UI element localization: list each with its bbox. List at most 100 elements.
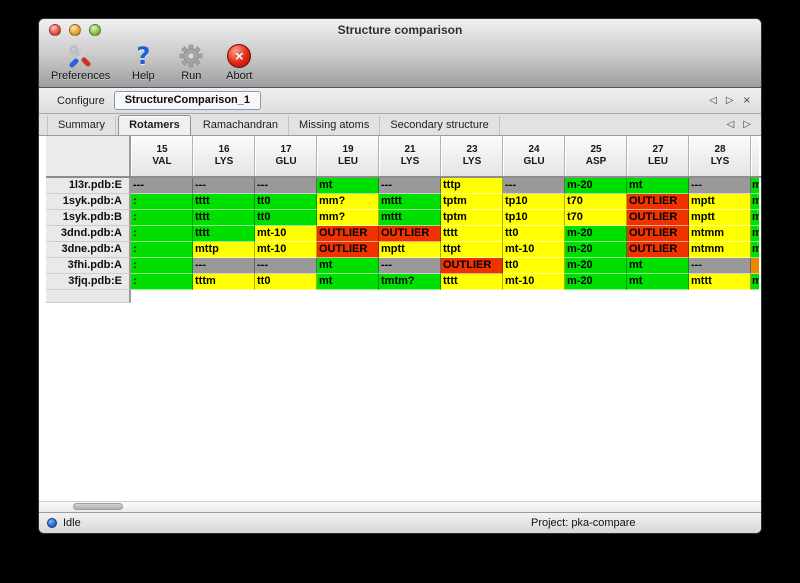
rotamer-cell[interactable]: m-20 [565,258,627,274]
rotamer-cell[interactable]: : [131,194,193,210]
zoom-window-button[interactable] [89,24,101,36]
rotamer-cell[interactable]: --- [689,178,751,194]
rotamer-cell[interactable]: mt [627,258,689,274]
rotamer-cell[interactable]: mm? [317,210,379,226]
rotamer-cell[interactable]: tp10 [503,210,565,226]
config-prev-icon[interactable]: ◁ [709,95,717,106]
rotamer-cell[interactable]: tt0 [255,210,317,226]
column-header[interactable]: 24 GLU [503,136,565,176]
rotamer-cell[interactable]: --- [379,258,441,274]
run-button[interactable]: Run [176,42,206,82]
rotamer-cell[interactable]: --- [255,178,317,194]
rotamer-cell-partial[interactable]: m [751,274,759,290]
rotamer-cell[interactable]: tptm [441,210,503,226]
column-header[interactable]: 15 VAL [131,136,193,176]
tab-rotamers[interactable]: Rotamers [118,115,191,135]
rotamer-cell[interactable]: mt [627,178,689,194]
rotamer-cell[interactable]: mt-10 [503,274,565,290]
scrollbar-thumb[interactable] [73,503,123,510]
rotamer-cell[interactable]: mtmm [689,226,751,242]
rotamer-cell[interactable]: OUTLIER [627,226,689,242]
rotamer-cell[interactable]: m-20 [565,274,627,290]
minimize-window-button[interactable] [69,24,81,36]
preferences-button[interactable]: Preferences [51,42,110,82]
rotamer-cell[interactable]: : [131,226,193,242]
rotamer-cell[interactable]: mptt [689,210,751,226]
rotamer-cell[interactable]: OUTLIER [627,242,689,258]
rotamer-cell-partial[interactable]: m [751,194,759,210]
row-label[interactable]: 3fjq.pdb:E [46,274,131,290]
rotamer-cell[interactable]: --- [379,178,441,194]
config-close-icon[interactable]: × [742,95,751,106]
rotamer-cell[interactable]: tt0 [255,274,317,290]
tabs-prev-icon[interactable]: ◁ [726,119,735,130]
rotamer-cell[interactable]: tptm [441,194,503,210]
column-header[interactable]: 25 ASP [565,136,627,176]
help-button[interactable]: ? Help [128,42,158,82]
rotamer-cell[interactable]: --- [689,258,751,274]
rotamer-cell[interactable]: mttp [193,242,255,258]
rotamer-cell-partial[interactable]: m [751,226,759,242]
rotamer-cell[interactable]: mt [317,178,379,194]
rotamer-cell[interactable]: --- [255,258,317,274]
rotamer-cell[interactable]: mt [317,274,379,290]
rotamer-cell[interactable]: mt-10 [255,242,317,258]
rotamer-cell[interactable]: ttpt [441,242,503,258]
rotamer-cell[interactable]: mm? [317,194,379,210]
horizontal-scrollbar[interactable] [39,501,761,512]
row-label[interactable]: 3dnd.pdb:A [46,226,131,242]
column-header[interactable]: 23 LYS [441,136,503,176]
rotamer-cell[interactable]: m-20 [565,178,627,194]
column-header[interactable]: 17 GLU [255,136,317,176]
rotamer-cell[interactable]: tttt [193,194,255,210]
row-label[interactable]: 3dne.pdb:A [46,242,131,258]
rotamer-cell[interactable]: mttt [379,194,441,210]
rotamer-cell[interactable]: --- [193,258,255,274]
column-header[interactable]: 16 LYS [193,136,255,176]
column-header[interactable]: 21 LYS [379,136,441,176]
rotamer-cell[interactable]: mt [627,274,689,290]
rotamer-cell[interactable]: mttt [689,274,751,290]
row-label[interactable]: 3fhi.pdb:A [46,258,131,274]
row-label[interactable]: 1syk.pdb:A [46,194,131,210]
tabs-next-icon[interactable]: ▷ [743,119,751,130]
tab-missing-atoms[interactable]: Missing atoms [289,116,381,135]
tab-summary[interactable]: Summary [47,116,117,135]
rotamer-cell[interactable]: --- [131,178,193,194]
rotamer-cell-partial[interactable]: m [751,210,759,226]
row-label[interactable]: 1l3r.pdb:E [46,178,131,194]
rotamer-cell[interactable]: tttt [193,226,255,242]
rotamer-cell[interactable]: : [131,274,193,290]
rotamer-cell[interactable]: tttt [441,226,503,242]
rotamer-cell[interactable]: tttm [193,274,255,290]
rotamer-cell[interactable]: mtmm [689,242,751,258]
rotamer-cell[interactable]: OUTLIER [379,226,441,242]
rotamer-cell[interactable]: OUTLIER [317,226,379,242]
rotamer-cell[interactable]: t70 [565,194,627,210]
rotamer-cell[interactable]: --- [193,178,255,194]
column-header[interactable]: 19 LEU [317,136,379,176]
column-header[interactable]: 28 LYS [689,136,751,176]
rotamer-cell[interactable]: m-20 [565,226,627,242]
rotamer-cell[interactable]: tttt [441,274,503,290]
rotamer-cell[interactable]: mt-10 [255,226,317,242]
close-window-button[interactable] [49,24,61,36]
rotamer-cell[interactable]: tmtm? [379,274,441,290]
row-label[interactable]: 1syk.pdb:B [46,210,131,226]
rotamer-cell[interactable]: tt0 [255,194,317,210]
rotamer-cell-partial[interactable]: m [751,242,759,258]
rotamer-cell[interactable]: t70 [565,210,627,226]
configuration-tab[interactable]: StructureComparison_1 [113,91,262,110]
rotamer-cell-partial[interactable] [751,258,759,274]
rotamer-cell[interactable]: mt [317,258,379,274]
rotamer-cell[interactable]: tttt [193,210,255,226]
rotamer-cell[interactable]: mttt [379,210,441,226]
tab-ramachandran[interactable]: Ramachandran [193,116,290,135]
rotamer-cell[interactable]: OUTLIER [627,210,689,226]
rotamer-cell[interactable]: --- [503,178,565,194]
rotamer-cell[interactable]: tt0 [503,226,565,242]
rotamer-cell-partial[interactable]: m [751,178,759,194]
rotamer-cell[interactable]: tttp [441,178,503,194]
rotamer-cell[interactable]: : [131,242,193,258]
rotamer-cell[interactable]: : [131,258,193,274]
